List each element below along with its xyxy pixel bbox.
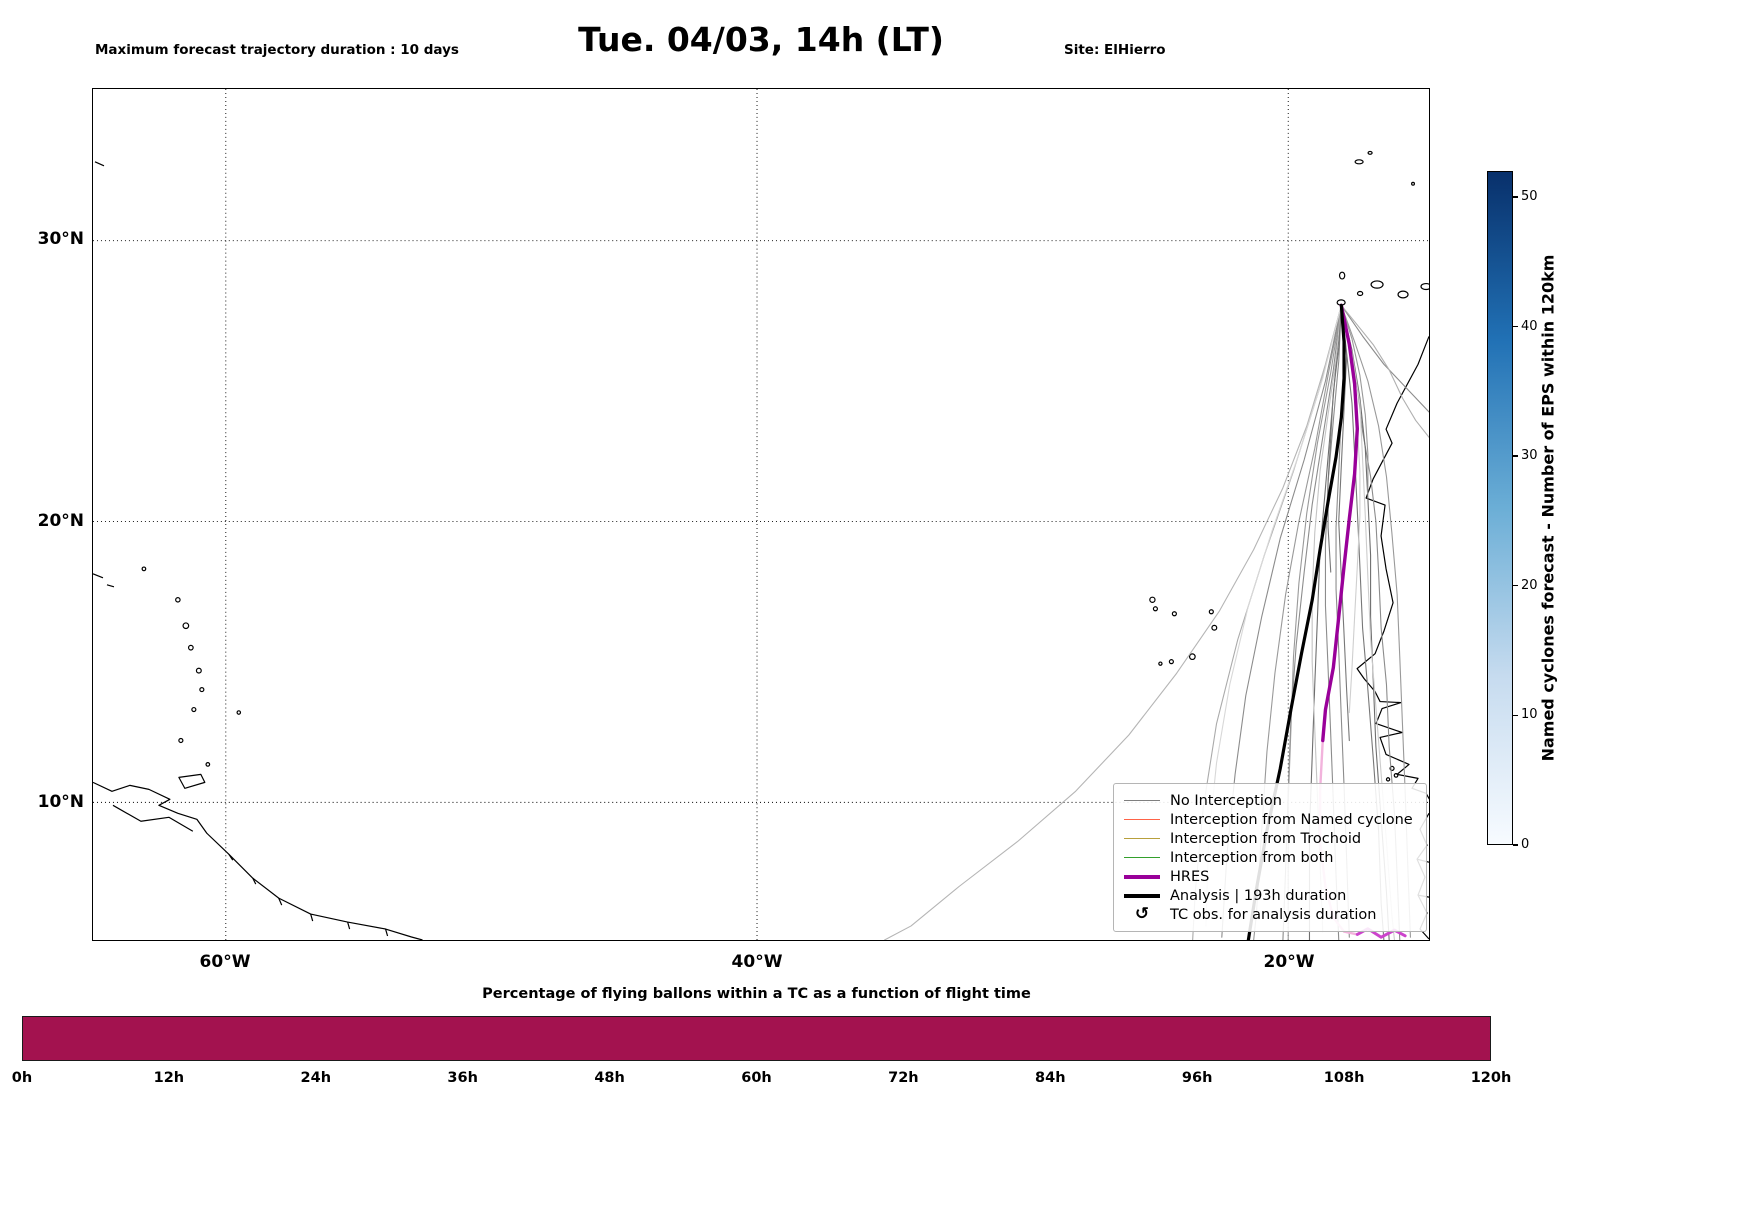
flight-time-tick-label: 72h <box>888 1070 919 1086</box>
lon-tick-label: 60°W <box>199 952 251 972</box>
colorbar-tickmark <box>1513 585 1518 587</box>
flight-time-tick-label: 84h <box>1035 1070 1066 1086</box>
lon-tick-label: 40°W <box>731 952 783 972</box>
flight-time-tick-label: 120h <box>1470 1070 1512 1086</box>
tc-percentage-bar <box>22 1016 1491 1061</box>
circular-arrow-icon: ↺ <box>1134 904 1150 924</box>
legend-item: Interception from both <box>1124 848 1416 867</box>
africa-coastline <box>1356 336 1429 800</box>
legend-label: Interception from both <box>1170 849 1334 866</box>
cape-verde-islands <box>1149 596 1218 666</box>
map-canvas <box>93 89 1429 940</box>
coast-river-ticks <box>112 804 389 937</box>
trajectory-eps-16 <box>883 304 1342 940</box>
map-gridlines <box>93 89 1429 940</box>
canary-islands <box>1336 271 1429 306</box>
annotation-line: Maximum forecast trajectory duration : 1… <box>95 42 459 58</box>
colorbar-tick-label: 40 <box>1521 318 1538 334</box>
legend-item: Analysis | 193h duration <box>1124 886 1416 905</box>
legend-label: TC obs. for analysis duration <box>1170 906 1377 923</box>
colorbar-tickmark <box>1513 455 1518 457</box>
trajectory-eps-21 <box>1340 304 1369 494</box>
legend-label: HRES <box>1170 868 1210 885</box>
legend-label: Interception from Named cyclone <box>1170 811 1413 828</box>
flight-time-tick-label: 60h <box>741 1070 772 1086</box>
legend-line-sample <box>1124 857 1160 858</box>
colorbar <box>1487 171 1513 845</box>
legend-item: No Interception <box>1124 791 1416 810</box>
map-legend: No Interception Interception from Named c… <box>1113 783 1427 932</box>
line-swatch <box>1124 857 1160 858</box>
colorbar-label: Named cyclones forecast - Number of EPS … <box>1538 254 1558 762</box>
flight-time-tick-label: 0h <box>11 1070 33 1086</box>
trajectory-lines <box>883 303 1429 940</box>
caribbean-islands <box>93 566 242 789</box>
legend-line-sample <box>1124 819 1160 820</box>
legend-label: Interception from Trochoid <box>1170 830 1362 847</box>
colorbar-tick-label: 30 <box>1521 448 1538 464</box>
annotation-line: Site: ElHierro <box>1064 42 1166 58</box>
trajectory-hres <box>1321 303 1360 743</box>
trajectory-eps-22 <box>1327 304 1342 573</box>
island <box>1393 772 1399 778</box>
trajectory-eps-11 <box>1340 304 1429 438</box>
flight-time-tick-label: 108h <box>1323 1070 1365 1086</box>
flight-time-tick-label: 96h <box>1181 1070 1213 1086</box>
trajectory-eps-10 <box>1340 304 1429 413</box>
colorbar-tickmark <box>1513 844 1518 846</box>
coastlines <box>93 150 1429 940</box>
page-title: Tue. 04/03, 14h (LT) <box>578 20 944 59</box>
line-swatch <box>1124 874 1160 879</box>
colorbar-tick-label: 0 <box>1521 837 1530 852</box>
madeira-islands <box>1354 150 1416 186</box>
legend-item: ↺ TC obs. for analysis duration <box>1124 905 1416 924</box>
island <box>1389 765 1395 771</box>
flight-time-tick-label: 48h <box>594 1070 625 1086</box>
legend-line-sample <box>1124 800 1160 801</box>
flight-time-tick-label: 12h <box>153 1070 185 1086</box>
legend-item: Interception from Trochoid <box>1124 829 1416 848</box>
colorbar-tick-label: 50 <box>1521 188 1538 204</box>
legend-line-sample <box>1124 874 1160 879</box>
colorbar-tick-label: 20 <box>1521 577 1538 593</box>
lat-tick-label: 10°N <box>37 792 84 813</box>
lat-tick-label: 20°N <box>37 510 84 531</box>
legend-item: HRES <box>1124 867 1416 886</box>
trajectory-map: No Interception Interception from Named c… <box>92 88 1430 941</box>
line-swatch <box>1124 800 1160 801</box>
colorbar-tickmark <box>1513 714 1518 717</box>
line-swatch <box>1124 838 1160 839</box>
bermuda-island <box>94 161 105 167</box>
legend-line-sample <box>1124 893 1160 898</box>
legend-label: Analysis | 193h duration <box>1170 887 1347 904</box>
flight-time-tick-label: 24h <box>300 1070 332 1086</box>
tc-obs-icon: ↺ <box>1124 906 1160 923</box>
line-swatch <box>1124 893 1160 898</box>
trajectory-eps-12 <box>1338 304 1350 742</box>
flight-time-tick-label: 36h <box>447 1070 478 1086</box>
trinidad-island <box>178 773 206 789</box>
colorbar-tickmark <box>1513 325 1518 328</box>
island <box>1385 777 1391 782</box>
line-swatch <box>1124 819 1160 820</box>
lon-tick-label: 20°W <box>1263 952 1315 972</box>
legend-label: No Interception <box>1170 792 1282 809</box>
legend-line-sample <box>1124 838 1160 839</box>
legend-item: Interception from Named cyclone <box>1124 810 1416 829</box>
lat-tick-label: 30°N <box>37 229 84 250</box>
colorbar-tickmark <box>1513 196 1518 198</box>
bottom-chart-title: Percentage of flying ballons within a TC… <box>482 986 1031 1002</box>
south-america-coastline <box>93 781 423 940</box>
colorbar-tick-label: 10 <box>1521 707 1538 723</box>
